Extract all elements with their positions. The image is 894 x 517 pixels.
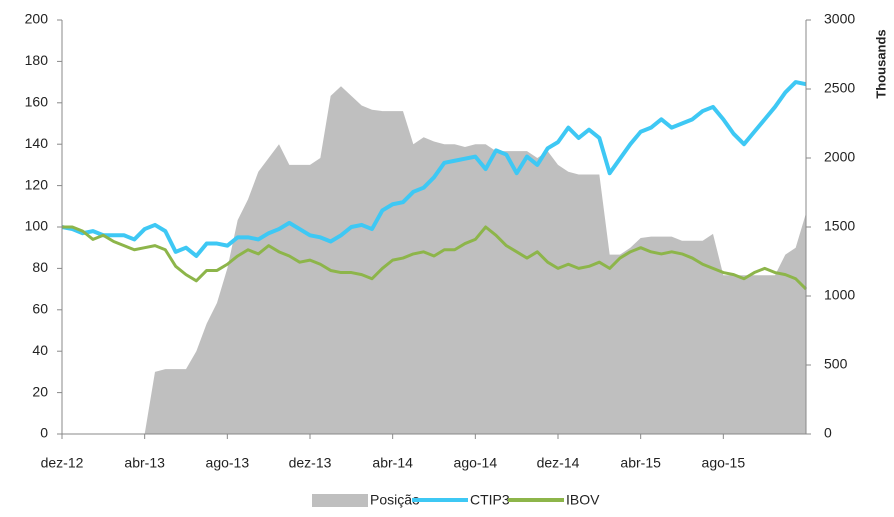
line xyxy=(62,225,808,291)
y2-tick-label: 3000 xyxy=(824,11,855,27)
y-tick-label: 100 xyxy=(25,218,49,234)
y2-tick-label: 2000 xyxy=(824,149,855,165)
area xyxy=(62,86,806,435)
y2-tick-label: 1500 xyxy=(824,218,855,234)
y-tick-label: 140 xyxy=(25,135,49,151)
x-tick-label: ago-14 xyxy=(454,455,498,471)
legend-label: Posição xyxy=(370,492,420,508)
x-tick-label: abr-14 xyxy=(372,455,413,471)
y-tick-label: 120 xyxy=(25,176,49,192)
y-tick-label: 60 xyxy=(32,301,48,317)
legend-label: CTIP3 xyxy=(470,492,510,508)
y-tick-label: 40 xyxy=(32,342,48,358)
y2-tick-label: 1000 xyxy=(824,287,855,303)
x-tick-label: dez-12 xyxy=(41,455,84,471)
legend-label: IBOV xyxy=(566,492,600,508)
y-tick-label: 160 xyxy=(25,94,49,110)
y2-axis-label: Thousands xyxy=(873,29,888,98)
x-tick-label: abr-13 xyxy=(124,455,165,471)
x-tick-label: abr-15 xyxy=(620,455,661,471)
y2-tick-label: 2500 xyxy=(824,80,855,96)
y-tick-label: 20 xyxy=(32,383,48,399)
x-tick-label: ago-15 xyxy=(702,455,746,471)
line xyxy=(61,80,807,258)
y-tick-label: 200 xyxy=(25,11,49,27)
y-tick-label: 180 xyxy=(25,52,49,68)
y2-tick-label: 500 xyxy=(824,356,848,372)
x-tick-label: ago-13 xyxy=(206,455,250,471)
legend-swatch xyxy=(312,494,368,507)
y-tick-label: 80 xyxy=(32,259,48,275)
x-tick-label: dez-14 xyxy=(537,455,580,471)
y2-tick-label: 0 xyxy=(824,425,832,441)
y-tick-label: 0 xyxy=(40,425,48,441)
x-tick-label: dez-13 xyxy=(289,455,332,471)
